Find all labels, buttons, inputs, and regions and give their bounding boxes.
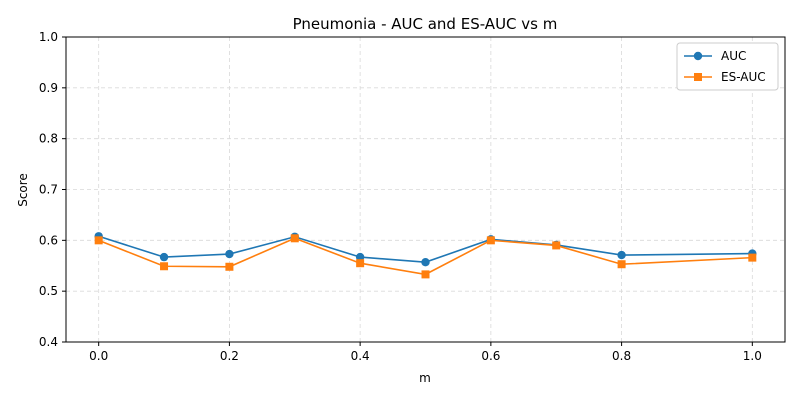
series-auc (94, 232, 757, 267)
data-point-es-auc (94, 236, 103, 245)
y-tick-label: 0.8 (39, 132, 58, 146)
x-axis-label: m (419, 371, 431, 385)
chart-title: Pneumonia - AUC and ES-AUC vs m (293, 15, 558, 33)
data-point-es-auc (748, 253, 757, 262)
data-point-es-auc (617, 260, 626, 269)
legend-label-es-auc: ES-AUC (721, 70, 766, 84)
series-es-auc (94, 234, 757, 279)
y-tick-label: 0.4 (39, 335, 58, 349)
series-line-auc (98, 235, 753, 264)
data-point-es-auc (225, 262, 234, 271)
data-point-es-auc (290, 234, 299, 243)
x-axis-ticks: 0.0 0.2 0.4 0.6 0.8 1.0 (89, 342, 762, 363)
y-axis-label: Score (16, 173, 30, 207)
series-line-es-auc (98, 237, 753, 276)
legend-marker-es-auc (694, 73, 702, 81)
y-tick-label: 0.7 (39, 183, 58, 197)
y-tick-label: 1.0 (39, 30, 58, 44)
x-tick-label: 0.8 (612, 349, 631, 363)
legend-box (676, 42, 779, 91)
legend-item-auc: AUC (684, 49, 746, 63)
legend-item-es-auc: ES-AUC (684, 70, 766, 84)
data-point-es-auc (421, 270, 430, 279)
legend: AUC ES-AUC (676, 42, 779, 91)
y-tick-label: 0.9 (39, 81, 58, 95)
legend-label-auc: AUC (721, 49, 746, 63)
series-layer (94, 232, 757, 279)
data-point-es-auc (486, 236, 495, 245)
data-point-auc (225, 249, 234, 259)
data-point-es-auc (552, 241, 561, 250)
y-tick-label: 0.5 (39, 284, 58, 298)
data-point-auc (159, 252, 169, 262)
x-tick-label: 0.6 (481, 349, 500, 363)
x-tick-label: 1.0 (743, 349, 762, 363)
data-point-auc (617, 250, 626, 260)
x-tick-label: 0.4 (351, 349, 370, 363)
data-point-es-auc (356, 259, 365, 268)
data-point-es-auc (160, 262, 169, 271)
data-point-auc (421, 257, 430, 267)
x-tick-label: 0.2 (220, 349, 239, 363)
x-tick-label: 0.0 (89, 349, 108, 363)
y-axis-ticks: 0.4 0.5 0.6 0.7 0.8 0.9 1.0 (39, 30, 66, 349)
legend-marker-auc (693, 51, 703, 61)
y-tick-label: 0.6 (39, 233, 58, 247)
